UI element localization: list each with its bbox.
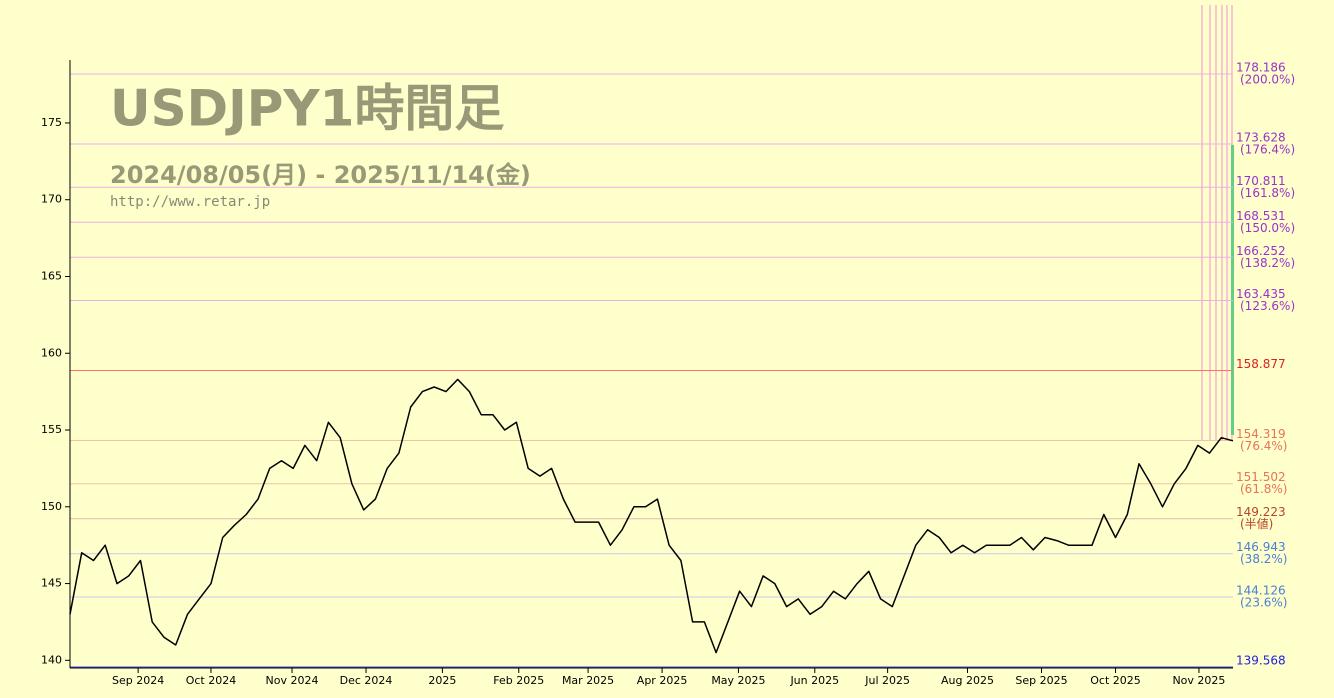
x-tick-label: Oct 2025 [1090, 674, 1141, 687]
y-tick-label: 160 [41, 346, 62, 359]
x-tick-label: Oct 2024 [186, 674, 237, 687]
y-tick-label: 170 [41, 193, 62, 206]
level-price: 166.252 [1236, 244, 1286, 258]
level-price: 149.223 [1236, 505, 1286, 519]
x-tick-label: Nov 2024 [266, 674, 319, 687]
y-tick-label: 145 [41, 577, 62, 590]
level-ratio: (176.4%) [1240, 143, 1295, 157]
level-price: 144.126 [1236, 583, 1286, 597]
level-ratio: (138.2%) [1240, 256, 1295, 270]
level-price: 168.531 [1236, 209, 1286, 223]
level-price: 151.502 [1236, 470, 1286, 484]
chart-title: USDJPY1時間足 [110, 80, 504, 138]
source-url: http://www.retar.jp [110, 194, 270, 210]
x-tick-label: Nov 2025 [1172, 674, 1225, 687]
x-tick-label: May 2025 [711, 674, 765, 687]
y-tick-label: 175 [41, 116, 62, 129]
level-ratio: (200.0%) [1240, 73, 1295, 87]
level-price: 154.319 [1236, 427, 1286, 441]
level-price: 146.943 [1236, 540, 1286, 554]
price-line [69, 378, 1234, 654]
level-price: 173.628 [1236, 131, 1286, 145]
level-ratio: (161.8%) [1240, 186, 1295, 200]
level-ratio: (123.6%) [1240, 299, 1295, 313]
decor-bar [1231, 145, 1234, 435]
x-tick-label: Sep 2024 [112, 674, 164, 687]
x-tick-label: Aug 2025 [941, 674, 994, 687]
x-tick-label: Mar 2025 [562, 674, 614, 687]
y-tick-label: 165 [41, 269, 62, 282]
x-tick-label: Dec 2024 [340, 674, 393, 687]
chart-subtitle: 2024/08/05(月) - 2025/11/14(金) [110, 161, 531, 189]
x-tick-label: 2025 [428, 674, 456, 687]
level-ratio: (76.4%) [1240, 439, 1287, 453]
x-tick-label: Sep 2025 [1015, 674, 1067, 687]
level-price: 178.186 [1236, 61, 1286, 75]
y-tick-label: 150 [41, 500, 62, 513]
x-tick-label: Jun 2025 [789, 674, 839, 687]
level-ratio: (23.6%) [1240, 595, 1287, 609]
level-price: 170.811 [1236, 174, 1286, 188]
x-tick-label: Jul 2025 [864, 674, 910, 687]
level-ratio: (半値) [1240, 516, 1273, 531]
level-ratio: (61.8%) [1240, 482, 1287, 496]
x-tick-label: Feb 2025 [493, 674, 544, 687]
level-price: 139.568 [1236, 653, 1286, 667]
level-price: 158.877 [1236, 357, 1286, 371]
x-tick-label: Apr 2025 [637, 674, 688, 687]
level-ratio: (38.2%) [1240, 552, 1287, 566]
level-price: 163.435 [1236, 287, 1286, 301]
y-tick-label: 155 [41, 423, 62, 436]
y-tick-label: 140 [41, 653, 62, 666]
level-ratio: (150.0%) [1240, 221, 1295, 235]
